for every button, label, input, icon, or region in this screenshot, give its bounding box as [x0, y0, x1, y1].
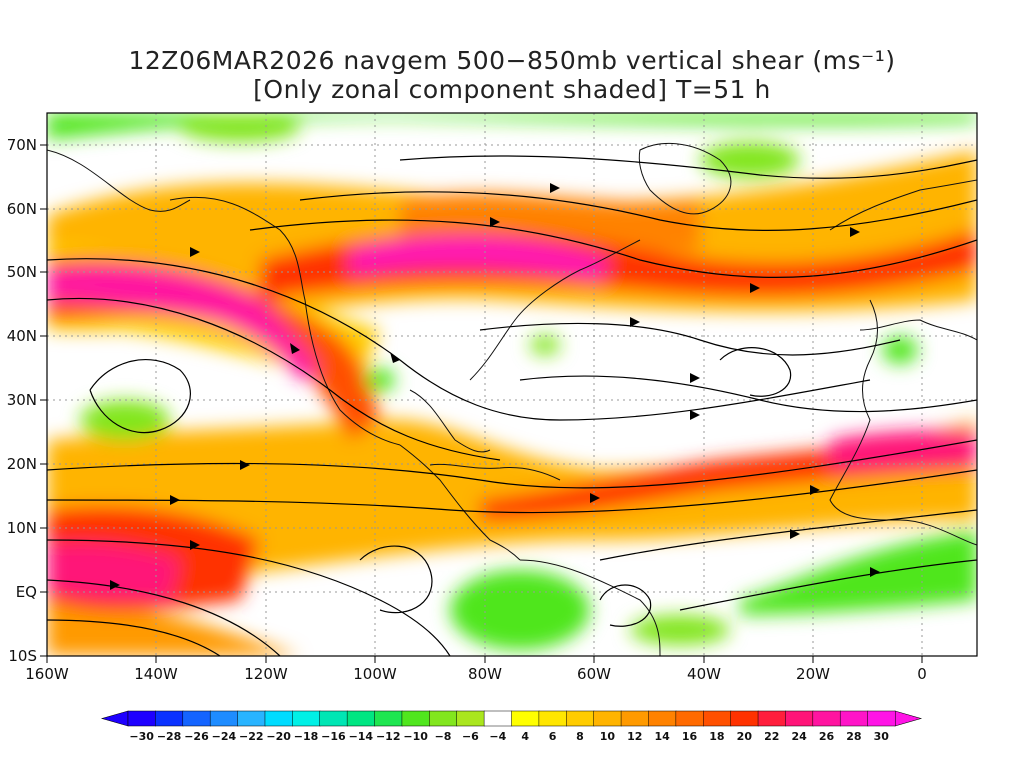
coastlines — [47, 142, 977, 656]
lat-label-10n: 10N — [7, 519, 37, 537]
colorbar-label: 4 — [521, 730, 529, 743]
lat-label-40n: 40N — [7, 327, 37, 345]
colorbar-label: −16 — [321, 730, 346, 743]
lat-label-50n: 50N — [7, 263, 37, 281]
colorbar-swatch — [703, 710, 732, 727]
colorbar-label: −30 — [129, 730, 154, 743]
colorbar-label: −6 — [462, 730, 479, 743]
colorbar-swatch — [839, 710, 869, 727]
colorbar-swatch — [812, 710, 841, 727]
colorbar-swatch — [127, 710, 157, 727]
axis-ticks — [40, 144, 923, 663]
colorbar-label: 14 — [655, 730, 671, 743]
colorbar-label: −8 — [435, 730, 452, 743]
colorbar-swatch — [757, 710, 787, 727]
shading-layer — [47, 113, 977, 656]
lon-label-20w: 20W — [796, 665, 830, 683]
title-line-1: 12Z06MAR2026 navgem 500−850mb vertical s… — [128, 46, 896, 75]
lon-label-120w: 120W — [244, 665, 288, 683]
colorbar-swatch — [209, 710, 239, 727]
colorbar-label: 12 — [627, 730, 642, 743]
colorbar-label: −10 — [403, 730, 428, 743]
colorbar-label: 30 — [874, 730, 890, 743]
colorbar-label: −24 — [212, 730, 237, 743]
colorbar-swatch — [155, 710, 184, 727]
colorbar-label: −18 — [294, 730, 319, 743]
colorbar-swatch — [538, 710, 567, 727]
colorbar-swatch — [620, 710, 650, 727]
lon-label-40w: 40W — [687, 665, 721, 683]
colorbar-swatch — [566, 710, 595, 727]
map-border — [46, 112, 978, 657]
streamlines — [47, 155, 977, 656]
colorbar-swatch — [264, 710, 293, 727]
lon-label-0: 0 — [917, 665, 927, 683]
colorbar-label: −26 — [184, 730, 209, 743]
colorbar: −30 −28 −26 −24 −22 −20 −18 −16 −14 −12 −10 −8 −6 −4 4… — [100, 710, 923, 743]
colorbar-label: 10 — [600, 730, 616, 743]
lat-label-eq: EQ — [16, 583, 37, 601]
colorbar-swatch — [292, 710, 321, 727]
colorbar-swatch — [511, 710, 540, 727]
streamline-arrows — [110, 183, 880, 590]
colorbar-swatch — [429, 710, 458, 727]
colorbar-label: 18 — [709, 730, 724, 743]
colorbar-swatch — [401, 710, 430, 727]
colorbar-swatch — [648, 710, 677, 727]
lat-label-30n: 30N — [7, 391, 37, 409]
title-line-2: [Only zonal component shaded] T=51 h — [253, 75, 771, 104]
colorbar-label: −22 — [239, 730, 264, 743]
colorbar-swatch — [346, 710, 376, 727]
colorbar-swatch — [237, 710, 266, 727]
lon-label-140w: 140W — [134, 665, 178, 683]
colorbar-label: 6 — [549, 730, 557, 743]
lon-label-80w: 80W — [468, 665, 502, 683]
lat-label-60n: 60N — [7, 200, 37, 218]
lon-label-160w: 160W — [25, 665, 69, 683]
colorbar-label: 28 — [846, 730, 861, 743]
colorbar-swatch — [319, 710, 348, 727]
colorbar-label: −28 — [157, 730, 182, 743]
colorbar-label: −14 — [349, 730, 374, 743]
lat-label-20n: 20N — [7, 455, 37, 473]
lat-label-10s: 10S — [8, 647, 37, 665]
colorbar-label: −12 — [376, 730, 401, 743]
colorbar-label: 20 — [737, 730, 753, 743]
lat-label-70n: 70N — [7, 136, 37, 154]
colorbar-swatch — [675, 710, 704, 727]
colorbar-label: 24 — [791, 730, 807, 743]
colorbar-swatch — [182, 710, 211, 727]
colorbar-swatch — [374, 710, 403, 727]
colorbar-swatch — [593, 710, 622, 727]
colorbar-max-arrow — [894, 710, 923, 727]
lon-label-100w: 100W — [353, 665, 397, 683]
colorbar-swatch — [483, 710, 513, 727]
colorbar-swatch — [730, 710, 759, 727]
colorbar-label: 16 — [682, 730, 698, 743]
colorbar-min-arrow — [100, 710, 129, 727]
colorbar-label: −4 — [489, 730, 506, 743]
colorbar-label: −20 — [266, 730, 291, 743]
lon-label-60w: 60W — [577, 665, 611, 683]
colorbar-label: 8 — [576, 730, 584, 743]
colorbar-swatch — [456, 710, 485, 727]
colorbar-swatch — [867, 710, 896, 727]
colorbar-label: 22 — [764, 730, 779, 743]
colorbar-label: 26 — [819, 730, 835, 743]
colorbar-swatch — [785, 710, 814, 727]
